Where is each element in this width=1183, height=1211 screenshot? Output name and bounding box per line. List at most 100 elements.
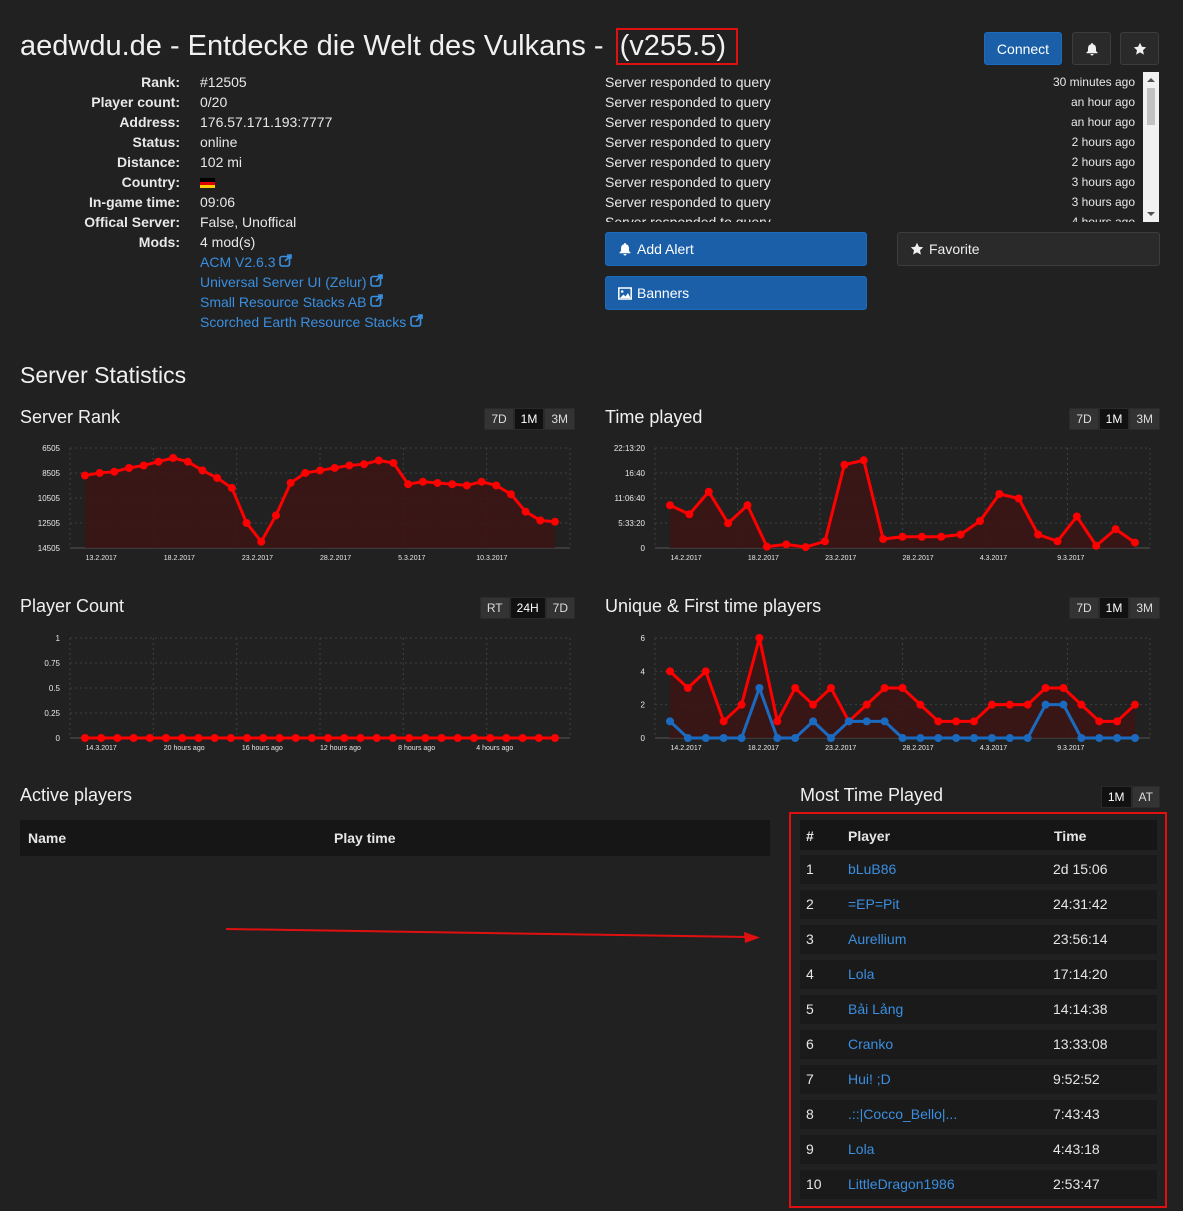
favorite-star-button[interactable] [1120, 32, 1159, 65]
mod-row: Small Resource Stacks AB [0, 292, 560, 312]
banners-button[interactable]: Banners [605, 276, 867, 310]
tab-1m[interactable]: 1M [1098, 597, 1130, 619]
mod-link[interactable]: Small Resource Stacks AB [200, 292, 384, 312]
mod-link-label: ACM V2.6.3 [200, 254, 276, 270]
data-point [210, 734, 219, 742]
column-header-play-time[interactable]: Play time [334, 830, 396, 846]
info-row-address: Address: 176.57.171.193:7777 [0, 112, 560, 132]
table-row: 2 =EP=Pit 24:31:42 [800, 890, 1157, 919]
table-row: 5 Bải Lảng 14:14:38 [800, 995, 1157, 1024]
data-point [956, 530, 965, 539]
event-time: 2 hours ago [1071, 155, 1135, 169]
tab-7d[interactable]: 7D [545, 597, 575, 619]
player-link[interactable]: Aurellium [848, 931, 907, 947]
data-point [506, 490, 515, 499]
info-label: Player count: [91, 94, 180, 110]
x-tick-label: 13.2.2017 [86, 555, 117, 562]
y-tick-label: 0 [641, 544, 646, 553]
row-time: 13:33:08 [1053, 1036, 1108, 1052]
player-link[interactable]: .::|Cocco_Bello|... [848, 1106, 958, 1122]
row-time: 23:56:14 [1053, 931, 1108, 947]
alert-bell-button[interactable] [1072, 32, 1111, 65]
data-point [719, 734, 728, 742]
row-rank: 9 [806, 1141, 814, 1157]
player-link[interactable]: Hui! ;D [848, 1071, 891, 1087]
data-point [844, 717, 853, 726]
column-header-name[interactable]: Name [28, 830, 67, 846]
external-link-icon [279, 254, 293, 267]
y-tick-label: 4 [641, 667, 646, 676]
column-header-time[interactable]: Time [1054, 828, 1087, 844]
data-point [898, 734, 907, 742]
events-scrollbar[interactable] [1143, 72, 1159, 222]
add-alert-button[interactable]: Add Alert [605, 232, 867, 266]
mod-link[interactable]: Universal Server UI (Zelur) [200, 272, 384, 292]
x-tick-label: 10.3.2017 [476, 555, 507, 562]
tab-7d[interactable]: 7D [484, 408, 514, 430]
player-link[interactable]: Lola [848, 966, 875, 982]
tab-7d[interactable]: 7D [1069, 597, 1099, 619]
data-point [551, 517, 559, 526]
mod-link-label: Universal Server UI (Zelur) [200, 274, 367, 290]
data-point [437, 734, 446, 742]
player-link[interactable]: bLuB86 [848, 861, 897, 877]
events-log[interactable]: Server responded to query 30 minutes ago … [605, 72, 1160, 222]
event-row: Server responded to query 4 hours ago [605, 212, 1135, 222]
tab-24h[interactable]: 24H [509, 597, 546, 619]
column-header-player[interactable]: Player [848, 828, 891, 844]
data-point [987, 700, 996, 709]
x-tick-label: 14.3.2017 [86, 745, 117, 752]
connect-button[interactable]: Connect [984, 32, 1062, 65]
data-point [536, 516, 545, 525]
tab-rt[interactable]: RT [479, 597, 510, 619]
player-link[interactable]: LittleDragon1986 [848, 1176, 955, 1192]
data-point [1059, 700, 1068, 709]
data-point [666, 717, 674, 726]
data-point [194, 734, 203, 742]
data-point [97, 734, 106, 742]
tab-7d[interactable]: 7D [1069, 408, 1099, 430]
tab-all-time[interactable]: AT [1131, 786, 1160, 808]
row-rank: 1 [806, 861, 814, 877]
mod-link[interactable]: Scorched Earth Resource Stacks [200, 312, 423, 332]
table-row: 6 Cranko 13:33:08 [800, 1030, 1157, 1059]
mod-link[interactable]: ACM V2.6.3 [200, 252, 293, 272]
tab-1m[interactable]: 1M [513, 408, 545, 430]
bell-icon [1086, 42, 1097, 55]
data-point [374, 456, 383, 465]
data-point [987, 734, 996, 742]
tab-1m[interactable]: 1M [1100, 786, 1132, 808]
tab-3m[interactable]: 3M [544, 408, 575, 430]
data-point [145, 734, 154, 742]
highlight-outline [789, 812, 1167, 1208]
scroll-up-icon[interactable] [1147, 78, 1155, 82]
info-label: Status: [132, 134, 180, 150]
y-tick-label: 22:13:20 [614, 444, 646, 453]
player-link[interactable]: Lola [848, 1141, 875, 1157]
player-link[interactable]: Cranko [848, 1036, 894, 1052]
tab-3m[interactable]: 3M [1129, 597, 1160, 619]
player-count-range-tabs: RT 24H 7D [479, 597, 575, 619]
tab-1m[interactable]: 1M [1098, 408, 1130, 430]
scroll-down-icon[interactable] [1147, 212, 1155, 216]
column-header-rank[interactable]: # [806, 828, 814, 844]
add-alert-label: Add Alert [637, 241, 694, 257]
data-point [110, 467, 119, 476]
table-header: # Player Time [800, 820, 1157, 850]
player-link[interactable]: =EP=Pit [848, 896, 900, 912]
favorite-button[interactable]: Favorite [897, 232, 1160, 266]
data-point [809, 717, 818, 726]
data-point [1095, 717, 1104, 726]
player-link[interactable]: Bải Lảng [848, 1001, 904, 1017]
scroll-thumb[interactable] [1147, 88, 1155, 125]
data-point [113, 734, 122, 742]
tab-3m[interactable]: 3M [1129, 408, 1160, 430]
data-point [183, 457, 192, 466]
data-point [773, 717, 782, 726]
table-row: 4 Lola 17:14:20 [800, 960, 1157, 989]
data-point [719, 717, 728, 726]
data-point [1053, 537, 1062, 546]
data-point [534, 734, 543, 742]
mod-row: Universal Server UI (Zelur) [0, 272, 560, 292]
y-tick-label: 11:06:40 [614, 494, 645, 503]
